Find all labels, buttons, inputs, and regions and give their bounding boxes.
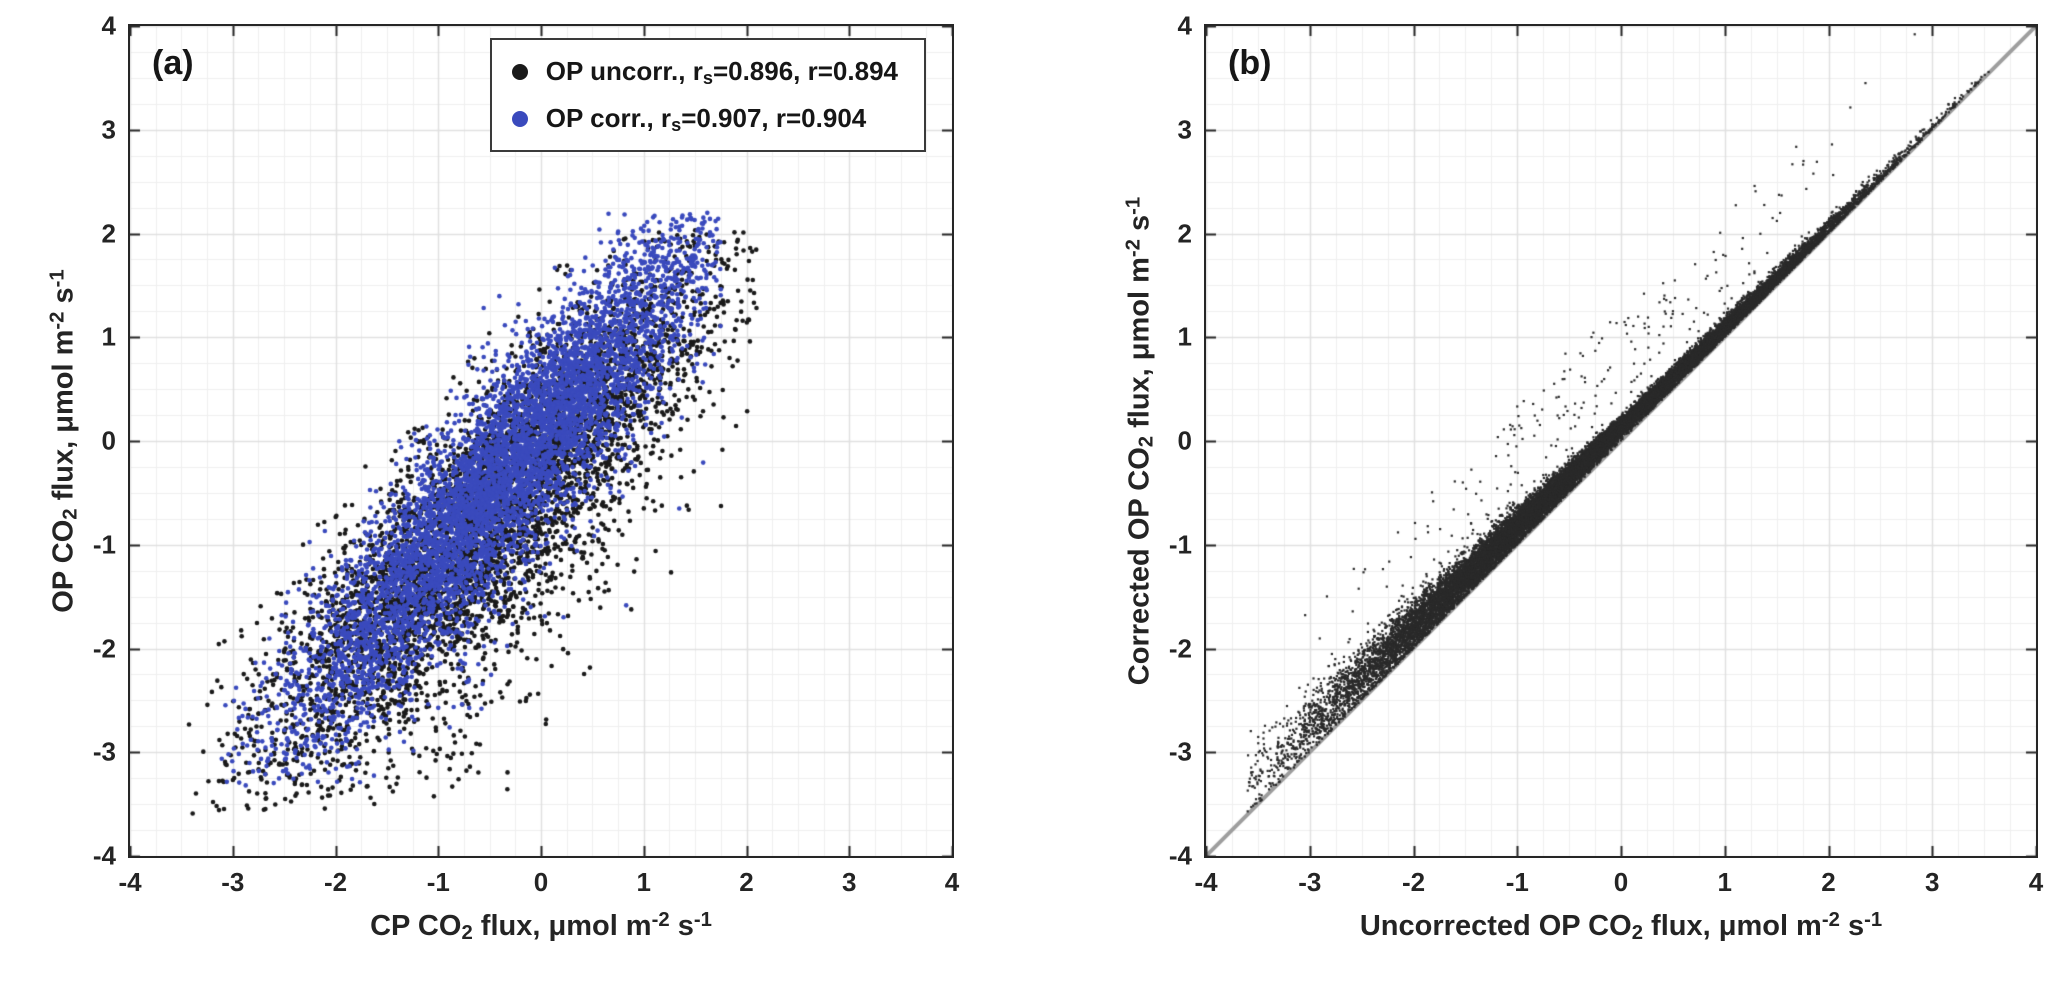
x-axis-label-a: CP CO2 flux, μmol m-2 s-1 — [370, 908, 712, 945]
legend-marker-black-dot — [511, 63, 528, 80]
x-tick-label: 1 — [1717, 867, 1732, 897]
plot-area-b: (b) — [1204, 24, 2038, 858]
x-tick-label: -4 — [1194, 867, 1218, 897]
y-axis-label-b: Corrected OP CO2 flux, μmol m-2 s-1 — [1122, 196, 1158, 686]
x-tick-label: 4 — [2028, 867, 2044, 897]
x-tick-label: 1 — [636, 867, 651, 897]
x-tick-label: -4 — [118, 867, 142, 897]
legend-entry-corrected: OP corr., rs=0.907, r=0.904 — [511, 103, 898, 135]
plot-area-a: (a) OP uncorr., rs=0.896, r=0.894 OP cor… — [128, 24, 954, 858]
x-tick-label: -2 — [323, 867, 348, 897]
x-tick-label: 3 — [842, 867, 857, 897]
legend-label-corrected: OP corr., rs=0.907, r=0.904 — [545, 103, 867, 135]
x-tick-label: -1 — [426, 867, 450, 897]
x-tick-label: 2 — [1821, 867, 1836, 897]
x-tick-label: -3 — [1298, 867, 1322, 897]
y-tick-label: 2 — [1177, 218, 1192, 248]
x-tick-label: 3 — [1925, 867, 1940, 897]
y-tick-label: 0 — [1177, 425, 1192, 456]
y-tick-label: -2 — [92, 633, 116, 663]
y-tick-label: -4 — [92, 840, 116, 871]
legend-label-uncorrected: OP uncorr., rs=0.896, r=0.894 — [545, 56, 898, 88]
x-tick-label: 2 — [739, 867, 754, 897]
x-tick-label: 0 — [533, 867, 549, 897]
panel-label-b: (b) — [1228, 44, 1272, 82]
y-tick-label: -2 — [1168, 633, 1192, 663]
y-tick-label: 0 — [101, 425, 116, 456]
x-tick-label: -2 — [1401, 867, 1426, 897]
y-tick-label: 1 — [1177, 321, 1192, 352]
legend: OP uncorr., rs=0.896, r=0.894 OP corr., … — [489, 38, 926, 152]
y-tick-label: 4 — [101, 10, 116, 41]
x-tick-label: -1 — [1505, 867, 1529, 897]
x-tick-label: 0 — [1613, 867, 1629, 897]
scatter-canvas-a — [130, 26, 952, 856]
y-tick-label: 4 — [1177, 10, 1192, 41]
y-tick-label: -4 — [1168, 840, 1192, 871]
y-tick-label: 2 — [101, 218, 116, 248]
y-tick-label: 3 — [101, 114, 116, 145]
panel-label-a: (a) — [152, 44, 194, 82]
y-tick-label: 1 — [101, 321, 116, 352]
scatter-canvas-b — [1206, 26, 2036, 856]
y-tick-label: -3 — [92, 736, 116, 767]
y-tick-label: 3 — [1177, 114, 1192, 145]
y-tick-label: -3 — [1168, 736, 1192, 767]
x-axis-label-b: Uncorrected OP CO2 flux, μmol m-2 s-1 — [1359, 908, 1883, 945]
y-tick-label: -1 — [92, 529, 116, 560]
legend-marker-blue-dot — [511, 110, 528, 127]
x-tick-label: -3 — [221, 867, 245, 897]
y-tick-label: -1 — [1168, 529, 1192, 560]
x-tick-label: 4 — [944, 867, 960, 897]
legend-entry-uncorrected: OP uncorr., rs=0.896, r=0.894 — [511, 56, 898, 88]
